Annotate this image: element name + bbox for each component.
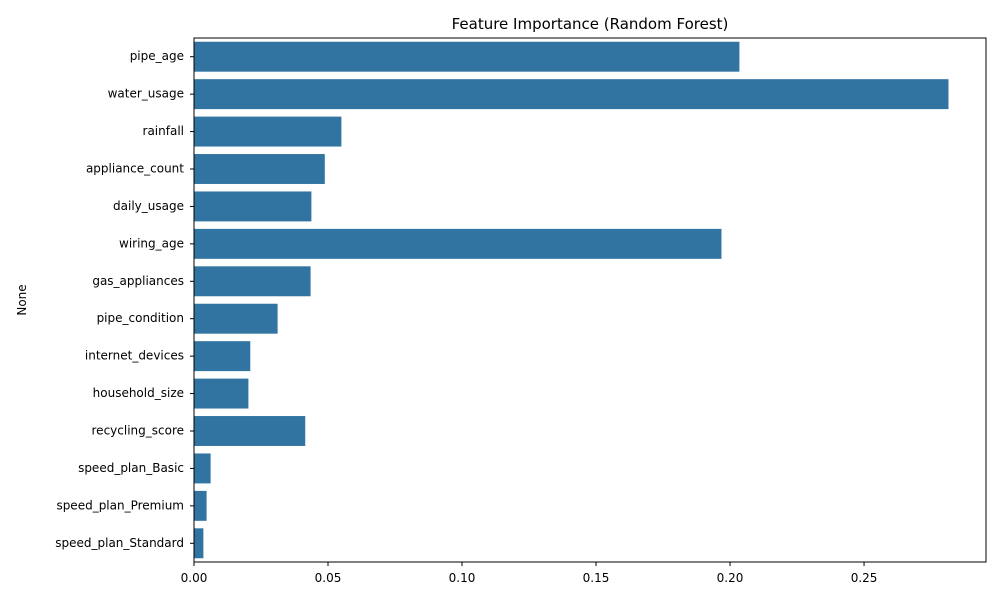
bar-water_usage: [194, 79, 949, 110]
y-axis-label: None: [15, 284, 29, 315]
y-tick-label-water_usage: water_usage: [108, 87, 184, 101]
y-tick-label-pipe_age: pipe_age: [130, 49, 184, 63]
y-tick-label-daily_usage: daily_usage: [113, 199, 184, 213]
y-tick-label-household_size: household_size: [93, 386, 184, 400]
x-tick-label-1: 0.05: [315, 571, 342, 585]
bar-speed_plan_Basic: [194, 453, 211, 484]
bar-pipe_condition: [194, 303, 278, 334]
y-tick-label-speed_plan_Standard: speed_plan_Standard: [55, 536, 184, 550]
y-tick-label-appliance_count: appliance_count: [86, 162, 184, 176]
y-tick-label-wiring_age: wiring_age: [119, 236, 184, 250]
y-tick-label-gas_appliances: gas_appliances: [92, 274, 184, 288]
bar-pipe_age: [194, 41, 740, 72]
x-tick-label-3: 0.15: [583, 571, 610, 585]
bars-layer: [194, 41, 949, 559]
bar-recycling_score: [194, 416, 306, 446]
bar-rainfall: [194, 116, 342, 147]
y-tick-label-speed_plan_Premium: speed_plan_Premium: [56, 498, 184, 512]
bar-appliance_count: [194, 154, 325, 184]
bar-household_size: [194, 378, 249, 409]
bar-wiring_age: [194, 228, 722, 259]
bar-speed_plan_Standard: [194, 528, 204, 559]
x-ticks-layer: 0.00 0.05 0.10 0.15 0.20 0.25: [181, 562, 878, 585]
chart-title: Feature Importance (Random Forest): [452, 15, 729, 33]
bar-daily_usage: [194, 191, 312, 222]
bar-internet_devices: [194, 341, 251, 372]
y-tick-label-rainfall: rainfall: [143, 124, 184, 138]
y-tick-label-pipe_condition: pipe_condition: [97, 311, 184, 325]
y-tick-label-internet_devices: internet_devices: [85, 349, 184, 363]
y-tick-label-speed_plan_Basic: speed_plan_Basic: [78, 461, 184, 475]
bar-gas_appliances: [194, 266, 311, 297]
y-ticks-layer: pipe_age water_usage rainfall appliance_cou…: [55, 49, 194, 550]
x-tick-label-2: 0.10: [449, 571, 476, 585]
x-tick-label-4: 0.20: [717, 571, 744, 585]
x-tick-label-0: 0.00: [181, 571, 208, 585]
bar-speed_plan_Premium: [194, 490, 207, 521]
y-tick-label-recycling_score: recycling_score: [92, 424, 184, 438]
x-tick-label-5: 0.25: [851, 571, 878, 585]
plot-frame: [193, 37, 987, 563]
